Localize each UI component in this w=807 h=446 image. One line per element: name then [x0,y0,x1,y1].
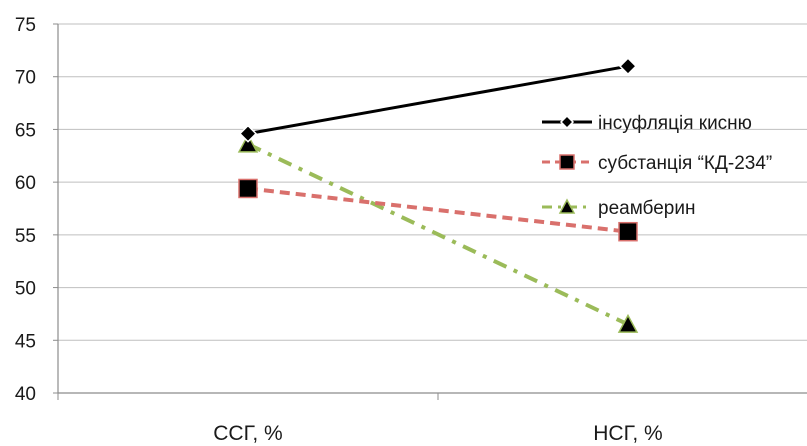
legend: інсуфляція кисню субстанція “КД-234” реамб… [542,113,772,219]
y-tick-label: 50 [15,279,36,300]
y-tick-label: 75 [15,15,36,36]
axes: 40 45 50 55 60 65 70 75 ССГ, % НСГ, % [15,15,807,445]
data-point [618,57,638,76]
legend-marker [558,198,576,214]
series-line [247,64,629,136]
data-point [238,178,258,199]
series-layer [237,57,639,333]
grid [58,23,807,341]
legend-marker [559,114,575,130]
y-tick-label: 40 [15,384,36,405]
y-tick-label: 45 [15,331,36,352]
y-tick-label: 65 [15,120,36,141]
y-tick-label: 55 [15,226,36,247]
x-tick-label: ССГ, % [213,422,282,445]
data-point [238,124,258,143]
y-tick-label: 60 [15,173,36,194]
data-point [618,221,638,242]
data-point [617,313,639,333]
legend-label: інсуфляція кисню [598,113,752,134]
series-line [247,142,629,327]
y-tick-label: 70 [15,68,36,89]
x-tick-label: НСГ, % [593,422,662,445]
legend-marker [559,154,575,170]
legend-label: субстанція “КД-234” [598,153,772,174]
legend-label: реамберин [598,198,695,219]
data-point [237,133,259,153]
